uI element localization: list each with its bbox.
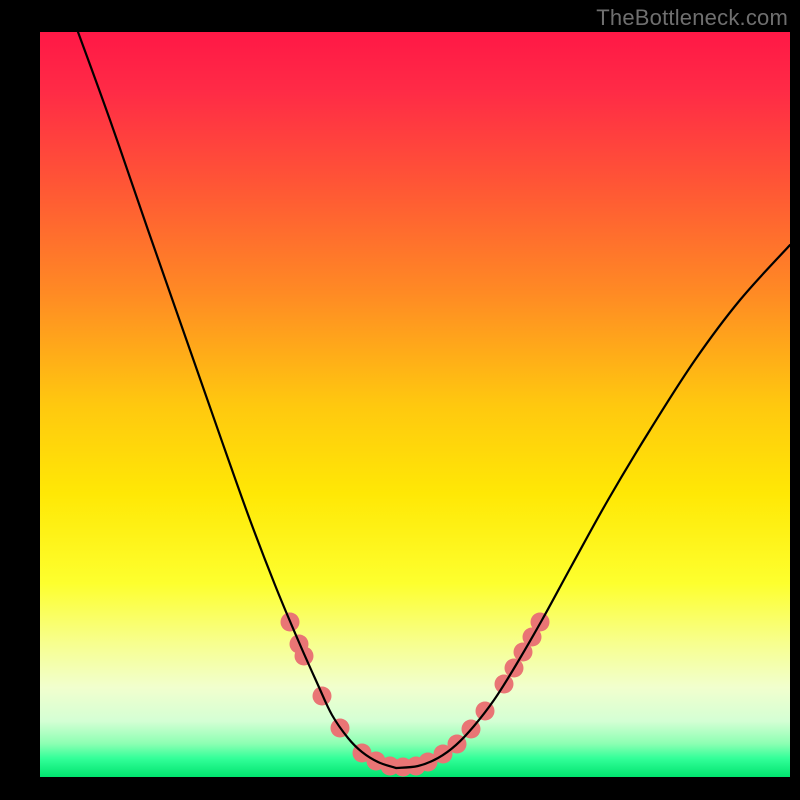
- watermark-text: TheBottleneck.com: [596, 5, 788, 31]
- left-curve: [78, 32, 396, 768]
- chart-outer: TheBottleneck.com: [0, 0, 800, 800]
- right-curve: [396, 245, 790, 768]
- marker-group: [281, 613, 550, 777]
- curve-layer: [0, 0, 800, 800]
